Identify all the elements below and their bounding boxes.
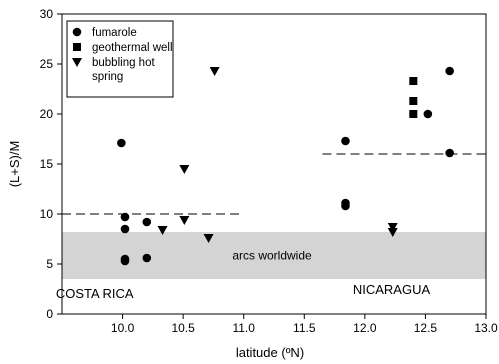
point-fumarole: [341, 201, 350, 211]
x-tick-label: 11.5: [293, 321, 316, 335]
point-bubbling-hot-spring: [387, 228, 398, 237]
point-fumarole: [120, 212, 130, 222]
band-layer: [62, 232, 486, 279]
legend-label: bubbling hot spring: [92, 57, 155, 83]
point-fumarole: [445, 66, 454, 76]
y-tick-label: 5: [46, 257, 53, 271]
y-tick-label: 0: [46, 307, 53, 321]
point-bubbling-hot-spring: [157, 226, 168, 235]
y-axis-label: (L+S)/M: [7, 141, 22, 188]
legend-label-line: bubbling hot: [92, 57, 155, 69]
x-tick-label: 12.0: [353, 321, 377, 335]
point-bubbling-hot-spring: [209, 67, 220, 76]
region-label: NICARAGUA: [353, 282, 431, 297]
reference-lines: [62, 153, 486, 215]
legend-marker-fumarole: [72, 27, 82, 37]
point-bubbling-hot-spring: [179, 165, 190, 174]
legend: fumarole geothermal well bubbling hot sprin…: [66, 20, 174, 98]
point-geothermal-well: [409, 77, 418, 85]
axis-ticks: 10.0 10.5 11.0 11.5 12.0 12.5 13.0 0 5 10 15 20 25 30: [40, 7, 498, 335]
legend-label: fumarole: [92, 27, 137, 39]
band-arcs-worldwide: [62, 232, 486, 279]
data-points: [117, 66, 454, 266]
x-tick-label: 13.0: [474, 321, 498, 335]
point-fumarole: [423, 109, 433, 119]
point-fumarole: [120, 224, 130, 234]
point-fumarole: [120, 256, 130, 266]
y-tick-label: 25: [40, 57, 54, 71]
x-tick-label: 11.0: [232, 321, 255, 335]
point-geothermal-well: [409, 97, 418, 105]
x-tick-label: 10.5: [171, 321, 195, 335]
point-geothermal-well: [409, 110, 418, 118]
x-axis-label: latitude (ºN): [236, 345, 304, 360]
y-tick-label: 20: [40, 107, 54, 121]
point-fumarole: [445, 148, 454, 158]
annotations: arcs worldwide COSTA RICA NICARAGUA: [56, 249, 431, 302]
point-fumarole: [142, 253, 152, 263]
point-bubbling-hot-spring: [179, 216, 190, 225]
legend-box: [66, 20, 174, 98]
legend-marker-geothermal-well: [73, 43, 81, 51]
y-tick-label: 30: [40, 7, 54, 21]
point-bubbling-hot-spring: [387, 223, 398, 232]
legend-label-line: fumarole: [92, 27, 137, 39]
point-bubbling-hot-spring: [203, 234, 214, 243]
point-fumarole: [142, 217, 152, 227]
point-fumarole: [341, 136, 350, 146]
band-label: arcs worldwide: [232, 249, 312, 263]
y-tick-label: 10: [40, 207, 54, 221]
legend-label-line: geothermal well: [92, 42, 173, 54]
x-tick-label: 12.5: [414, 321, 438, 335]
legend-marker-bubbling-hot-spring: [72, 58, 82, 67]
y-tick-label: 15: [40, 157, 54, 171]
region-label: COSTA RICA: [56, 286, 134, 301]
legend-label: geothermal well: [92, 42, 173, 54]
legend-label-line: spring: [92, 71, 123, 83]
x-tick-label: 10.0: [111, 321, 135, 335]
point-fumarole: [117, 138, 126, 148]
